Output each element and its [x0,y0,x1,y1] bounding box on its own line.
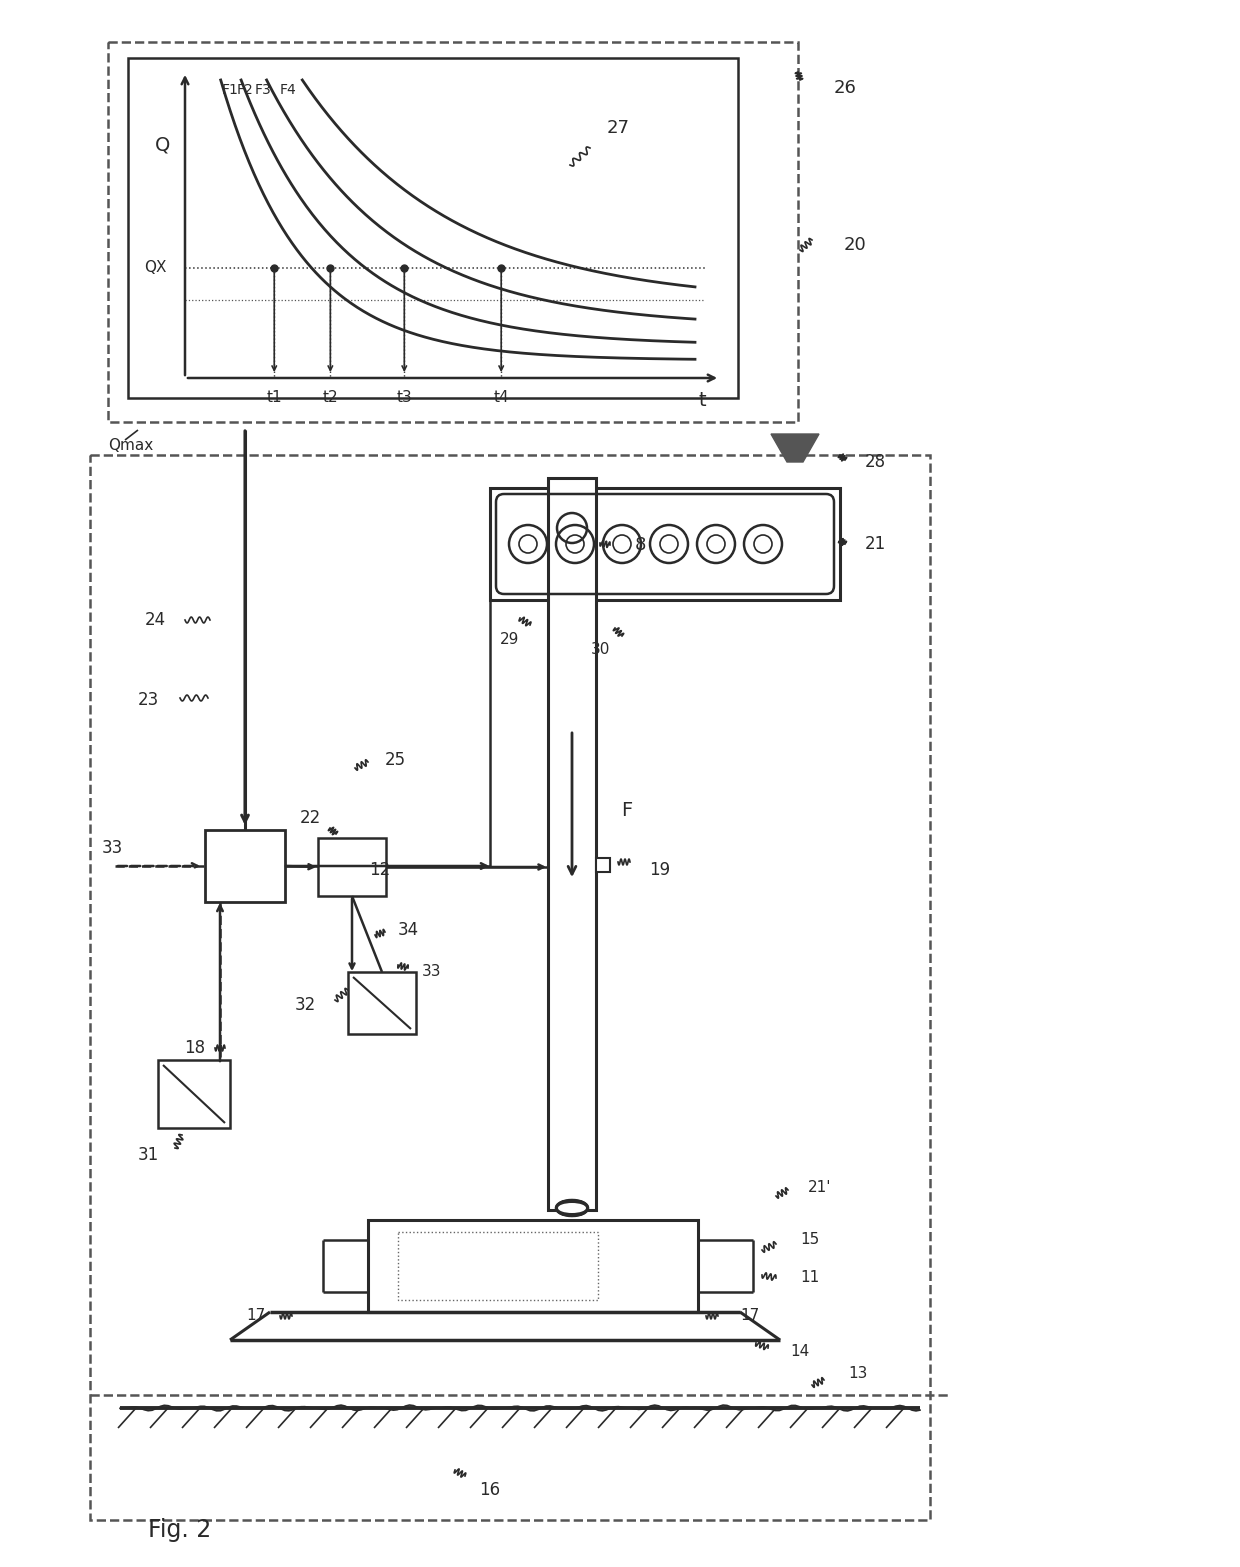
Text: F2: F2 [237,83,253,97]
Text: Q: Q [155,135,171,155]
Text: 26: 26 [833,78,857,97]
Text: 34: 34 [398,921,419,939]
Text: 29: 29 [500,633,520,647]
Text: 19: 19 [650,860,671,879]
Text: 31: 31 [138,1145,159,1164]
Text: F: F [621,801,632,820]
Polygon shape [771,434,818,462]
Text: 14: 14 [790,1344,810,1360]
Text: 28: 28 [864,453,885,472]
Bar [548,478,596,1210]
Text: 24: 24 [144,611,166,628]
Text: 17: 17 [247,1308,265,1324]
Text: 32: 32 [294,997,316,1014]
Text: 18: 18 [185,1039,206,1058]
Text: 23: 23 [138,691,159,708]
Text: 8: 8 [635,536,646,555]
Bar [490,487,839,600]
Text: 33: 33 [423,965,441,979]
Text: 21: 21 [864,534,885,553]
Text: 20: 20 [843,237,867,254]
Ellipse shape [556,1200,588,1216]
Text: t4: t4 [494,390,508,406]
Text: t: t [698,390,706,409]
Text: Fig. 2: Fig. 2 [148,1518,211,1542]
Bar [317,838,386,896]
Text: t3: t3 [397,390,412,406]
Text: 11: 11 [800,1271,820,1285]
Text: F1: F1 [222,83,238,97]
Bar [398,1232,598,1301]
Text: QX: QX [144,260,166,276]
Bar [205,831,285,903]
Bar [348,972,415,1034]
Text: 33: 33 [102,838,123,857]
Text: 21': 21' [808,1180,832,1196]
Ellipse shape [558,1203,587,1213]
Text: t1: t1 [267,390,281,406]
Text: 25: 25 [384,751,405,769]
Text: t2: t2 [322,390,339,406]
Text: 27: 27 [606,119,630,136]
Bar [157,1059,229,1128]
Text: 12: 12 [370,860,391,879]
Text: 13: 13 [848,1366,868,1382]
Bar [596,859,610,871]
Bar [128,58,738,398]
Text: 30: 30 [590,642,610,658]
Bar [108,42,799,422]
Text: Qmax: Qmax [108,439,154,453]
Text: F3: F3 [254,83,272,97]
Text: 15: 15 [800,1233,820,1247]
Text: 17: 17 [740,1308,760,1324]
Text: 22: 22 [299,809,321,827]
Text: 16: 16 [480,1481,501,1500]
Bar [91,454,930,1520]
Text: F4: F4 [280,83,296,97]
Bar [368,1221,698,1312]
